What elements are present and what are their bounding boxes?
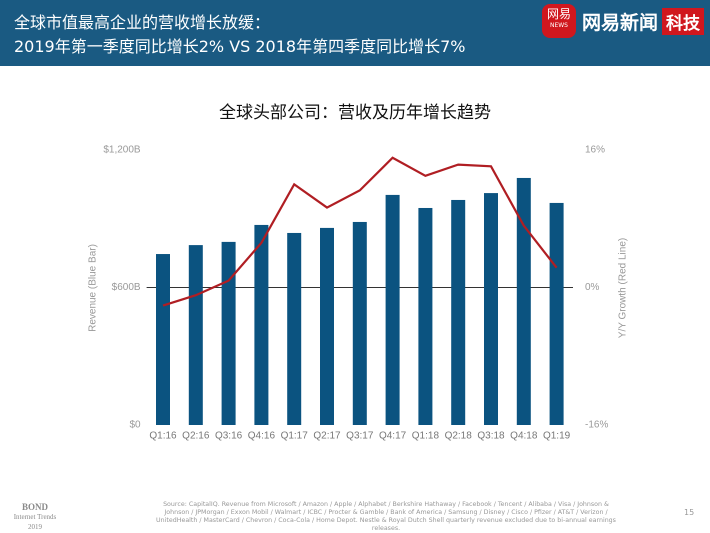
badge-sub: NEWS	[549, 22, 568, 29]
bar	[156, 254, 170, 425]
logo-badge: 网易 NEWS	[541, 4, 576, 38]
x-tick-label: Q3:17	[346, 431, 374, 442]
bar	[549, 202, 564, 425]
bar	[484, 193, 498, 425]
x-tick-label: Q3:16	[215, 431, 243, 442]
bar	[287, 232, 302, 425]
bar	[352, 221, 367, 425]
x-tick-label: Q2:18	[445, 431, 473, 442]
x-tick-label: Q2:17	[313, 431, 341, 442]
x-tick-label: Q1:18	[412, 431, 440, 442]
logo-name: 网易新闻	[581, 11, 658, 34]
y2-axis-title: Y/Y Growth (Red Line)	[618, 238, 629, 338]
bar	[451, 199, 466, 425]
x-tick-label: Q4:16	[248, 431, 276, 442]
brand-year: 2019	[28, 523, 42, 531]
title-line: 全球市值最高企业的营收增长放缓：	[14, 13, 271, 32]
chart-title: 全球头部公司：营收及历年增长趋势	[219, 103, 491, 123]
x-tick-label: Q4:18	[510, 431, 538, 442]
brand-sub: Internet Trends	[13, 513, 57, 521]
bar	[254, 224, 269, 425]
y-tick-label: $0	[129, 420, 141, 431]
y2-tick-label: 16%	[585, 145, 605, 156]
x-tick-label: Q1:17	[281, 431, 309, 442]
bar	[516, 177, 531, 425]
bar	[221, 241, 236, 425]
title-line: 2019年第一季度同比增长2% VS 2018年第四季度同比增长7%	[14, 37, 466, 56]
footer-brand: BOND Internet Trends 2019	[8, 502, 62, 532]
logo: 网易 NEWS 网易新闻 科技	[541, 4, 704, 38]
x-tick-label: Q4:17	[379, 431, 407, 442]
bar	[188, 245, 203, 425]
bar	[418, 207, 433, 425]
x-tick-label: Q2:16	[182, 431, 210, 442]
badge-text: 网易	[546, 7, 571, 21]
y-tick-label: $1,200B	[103, 145, 141, 156]
logo-tag: 科技	[662, 7, 704, 35]
y2-tick-label: -16%	[585, 420, 608, 431]
y2-tick-label: 0%	[585, 282, 600, 293]
header: 全球市值最高企业的营收增长放缓： 2019年第一季度同比增长2% VS 2018…	[0, 0, 710, 66]
y-tick-label: $600B	[112, 282, 141, 293]
x-tick-label: Q1:19	[543, 431, 571, 442]
x-tick-label: Q1:16	[149, 431, 177, 442]
page-number: 15	[684, 508, 695, 517]
y-axis-title: Revenue (Blue Bar)	[88, 244, 99, 332]
x-tick-label: Q3:18	[477, 431, 505, 442]
chart: 全球头部公司：营收及历年增长趋势 Revenue (Blue Bar) Y/Y …	[88, 103, 629, 442]
brand: BOND	[21, 502, 48, 512]
bar	[385, 194, 400, 425]
source-note: Source: CapitalIQ. Revenue from Microsof…	[156, 501, 616, 532]
growth-line	[162, 156, 558, 307]
bar	[320, 227, 334, 425]
